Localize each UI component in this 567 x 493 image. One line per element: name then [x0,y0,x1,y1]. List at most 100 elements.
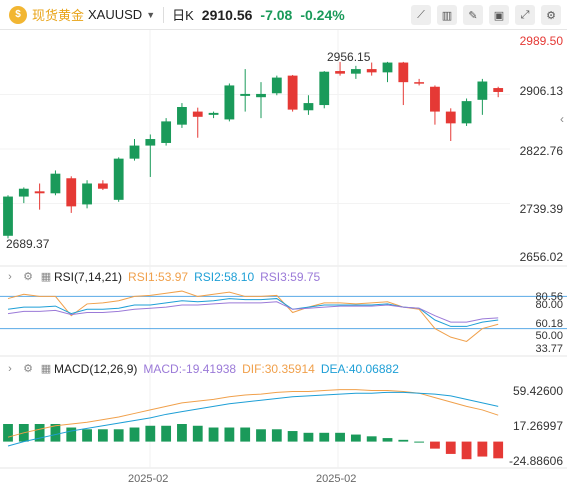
candle-up [177,107,187,125]
macd-histogram-bar [145,425,156,442]
divider [163,6,165,23]
macd-histogram-bar [398,439,409,442]
candle-down [287,75,298,110]
candle-up [271,77,282,94]
macd-histogram-bar [240,427,251,442]
macd-histogram-bar [3,424,13,442]
rsi-axis-tick: 50.00 [535,330,563,342]
candle-up [461,101,472,124]
macd-axis-tick: 17.26997 [512,419,563,433]
candle-down [97,183,108,189]
candle-down [192,111,203,117]
tool-buttons: ⟋ ▥ ✎ ▣ ⤢ ⚙ [411,5,561,25]
macd-histogram-bar [382,438,393,442]
candle-up [82,183,92,205]
macd-histogram-bar [287,431,298,442]
macd-histogram-bar [366,436,377,442]
candle-down [445,111,456,124]
fullscreen-icon[interactable]: ⤢ [515,5,535,25]
chart-box-icon[interactable]: ▦ [40,271,52,283]
hide-eye-icon[interactable]: › [8,271,12,283]
price-axis-top: 2989.50 [519,34,563,48]
rsi-axis-tick: 80.56 [535,291,563,303]
rsi-header: › ⚙ ▦ RSI(7,14,21) RSI1:53.97 RSI2:58.10… [4,269,320,285]
low-annotation: 2689.37 [6,237,50,251]
macd-histogram-bar [445,441,456,454]
dea-value: DEA:40.06882 [320,362,399,376]
price-axis-tick: 2906.13 [519,84,563,98]
candle-up [303,103,314,111]
macd-histogram-bar [477,441,488,457]
chart-box-icon[interactable]: ▦ [40,363,52,375]
macd-series [3,389,504,460]
macd-histogram-bar [224,427,235,442]
candle-up [161,121,172,143]
chevron-down-icon[interactable]: ▼ [146,9,156,20]
macd-title: MACD(12,26,9) [54,362,138,376]
x-axis-date: 2025-02 [128,473,169,485]
macd-histogram-bar [129,427,140,442]
candle-down [493,88,504,92]
macd-histogram-bar [430,441,440,449]
candle-up [350,69,361,74]
grid-lines [0,30,567,469]
rsi2-value: RSI2:58.10 [194,270,255,284]
settings-icon[interactable]: ⚙ [541,5,561,25]
macd-header: › ⚙ ▦ MACD(12,26,9) MACD:-19.41938 DIF:3… [4,361,399,377]
symbol-code[interactable]: XAUUSD [88,7,143,22]
candle-down [34,191,45,194]
macd-histogram-bar [335,432,345,442]
candle-up [145,139,156,146]
macd-histogram-bar [414,441,425,443]
rsi-axis-tick: 60.18 [535,318,563,330]
macd-histogram-bar [256,429,266,442]
macd-histogram-bar [208,427,219,442]
gold-coin-icon: $ [9,5,27,24]
candle-up [50,173,61,194]
candle-up [3,196,13,236]
candle-up [224,85,235,120]
candle-down [430,86,440,112]
rsi1-line [7,290,499,342]
chart-area[interactable] [0,30,567,493]
macd-histogram-bar [271,429,282,442]
macd-value: MACD:-19.41938 [143,362,237,376]
rsi3-value: RSI3:59.75 [260,270,321,284]
candlestick-series [3,61,504,239]
period-selector[interactable]: 日K [172,8,194,23]
price-axis-tick: 2656.02 [519,250,563,264]
macd-histogram-bar [82,429,92,442]
collapse-arrow-icon[interactable]: ‹ [560,112,564,126]
candle-down [335,71,345,74]
macd-histogram-bar [303,432,314,442]
macd-histogram-bar [66,427,77,442]
price-axis-tick: 2739.39 [519,202,563,216]
macd-histogram-bar [350,434,361,442]
candle-down [366,69,377,73]
candle-down [398,62,409,83]
hide-eye-icon[interactable]: › [8,363,12,375]
indicator-icon[interactable]: ▥ [437,5,457,25]
macd-histogram-bar [461,441,472,460]
candle-up [382,62,393,73]
price-change: -7.08 [260,6,293,23]
dif-line [7,389,499,438]
macd-histogram-bar [34,424,45,442]
rsi-series [0,290,567,342]
candle-up [477,81,488,100]
rsi-axis-tick: 33.77 [535,343,563,355]
pen-icon[interactable]: ✎ [463,5,483,25]
macd-histogram-bar [192,425,203,442]
draw-line-icon[interactable]: ⟋ [411,5,431,25]
symbol-name[interactable]: 现货黄金 [32,8,85,23]
macd-histogram-bar [177,424,187,442]
candle-up [240,93,251,96]
gear-icon[interactable]: ⚙ [23,271,33,283]
dif-value: DIF:30.35914 [242,362,315,376]
candle-up [129,145,140,159]
screenshot-icon[interactable]: ▣ [489,5,509,25]
dea-line [7,391,499,447]
macd-histogram-bar [113,429,124,442]
gear-icon[interactable]: ⚙ [23,363,33,375]
candle-up [208,112,219,115]
